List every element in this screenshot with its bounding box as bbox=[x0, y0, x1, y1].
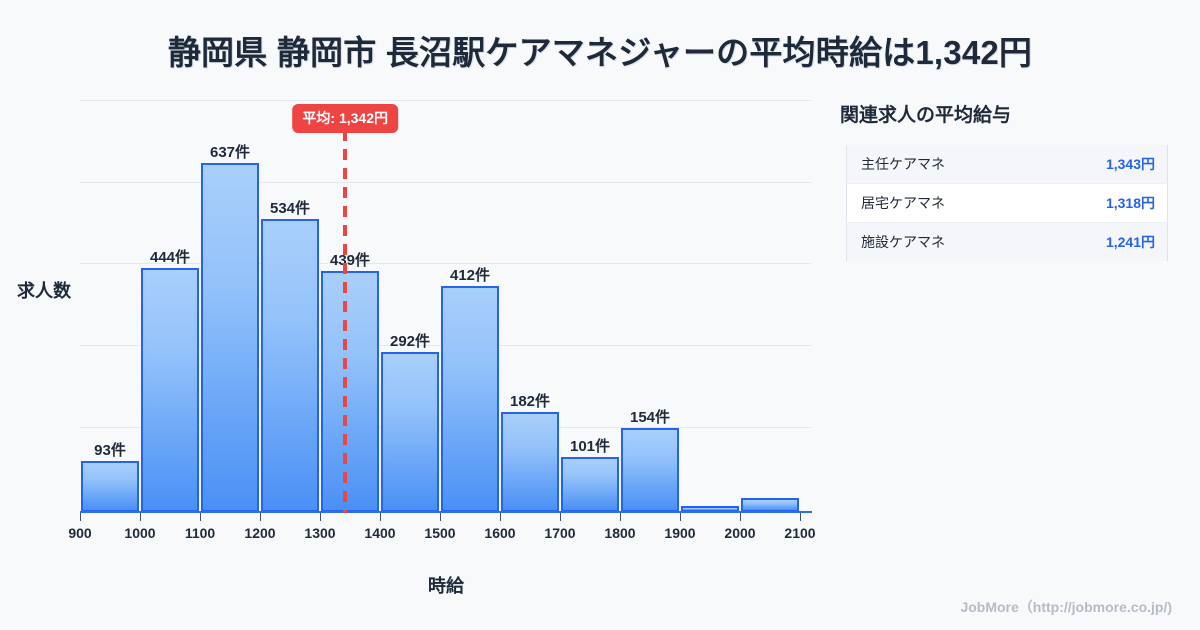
x-tick-mark bbox=[740, 513, 741, 521]
average-badge: 平均: 1,342円 bbox=[292, 104, 398, 133]
gridline bbox=[80, 100, 812, 101]
x-tick-label: 1400 bbox=[364, 525, 396, 541]
x-tick-label: 1800 bbox=[604, 525, 636, 541]
salary-row-label: 主任ケアマネ bbox=[846, 145, 1038, 184]
x-tick-label: 1600 bbox=[484, 525, 516, 541]
histogram-bar bbox=[141, 268, 199, 512]
histogram-bar bbox=[561, 456, 619, 512]
x-tick-label: 2100 bbox=[784, 525, 816, 541]
bar-value-label: 292件 bbox=[389, 332, 431, 350]
table-row: 主任ケアマネ 1,343円 bbox=[846, 145, 1168, 184]
bar-value-label: 154件 bbox=[629, 408, 671, 426]
x-tick-mark bbox=[620, 513, 621, 521]
x-tick-mark bbox=[260, 513, 261, 521]
gridline bbox=[80, 181, 812, 183]
salary-row-label: 居宅ケアマネ bbox=[846, 183, 1038, 223]
x-tick-label: 1500 bbox=[424, 525, 456, 541]
x-tick-mark bbox=[80, 513, 81, 521]
x-tick-mark bbox=[200, 513, 201, 521]
x-tick-mark bbox=[440, 513, 441, 521]
x-tick-label: 1900 bbox=[664, 525, 696, 541]
salary-row-label: 施設ケアマネ bbox=[861, 234, 945, 250]
salary-row-value: 1,343円 bbox=[1037, 145, 1168, 184]
bar-value-label: 534件 bbox=[269, 200, 311, 218]
histogram-bar bbox=[81, 461, 139, 512]
bar-value-label: 439件 bbox=[329, 252, 371, 270]
bar-value-label: 101件 bbox=[569, 437, 611, 455]
footer-credit: JobMore（http://jobmore.co.jp/) bbox=[960, 599, 1172, 615]
x-tick-label: 1200 bbox=[244, 525, 276, 541]
salary-row-value: 1,241円 bbox=[1105, 234, 1155, 250]
bar-value-label: 93件 bbox=[94, 441, 126, 459]
y-axis-title: 求人数 bbox=[17, 281, 71, 301]
table-row: 居宅ケアマネ 1,318円 bbox=[846, 183, 1168, 223]
histogram-bar bbox=[261, 219, 319, 512]
x-tick-mark bbox=[680, 513, 681, 521]
table-row: 施設ケアマネ 1,241円 bbox=[846, 222, 1168, 261]
bar-value-label: 412件 bbox=[449, 267, 491, 285]
bar-value-label: 182件 bbox=[509, 393, 551, 411]
plot-area bbox=[80, 100, 812, 512]
page-title: 静岡県 静岡市 長沼駅ケアマネジャーの平均時給は1,342円 bbox=[167, 34, 1033, 71]
histogram-bar bbox=[441, 286, 499, 512]
related-salary-table: 主任ケアマネ 1,343円 居宅ケアマネ 1,318円施設ケアマネ 1,241円 bbox=[846, 145, 1168, 261]
x-tick-mark bbox=[800, 513, 801, 521]
histogram-bar bbox=[381, 351, 439, 512]
x-tick-mark bbox=[500, 513, 501, 521]
x-tick-mark bbox=[140, 513, 141, 521]
histogram-bar bbox=[741, 497, 799, 512]
histogram-bar bbox=[681, 505, 739, 512]
histogram-bar bbox=[321, 271, 379, 512]
salary-row-value: 1,318円 bbox=[1037, 183, 1168, 223]
x-tick-label: 1700 bbox=[544, 525, 576, 541]
x-tick-label: 900 bbox=[68, 525, 92, 541]
x-axis-baseline bbox=[80, 511, 812, 513]
histogram-bar bbox=[621, 427, 679, 512]
gridline bbox=[80, 263, 812, 265]
histogram-bar bbox=[201, 162, 259, 512]
x-tick-label: 2000 bbox=[724, 525, 756, 541]
x-tick-mark bbox=[560, 513, 561, 521]
bar-value-label: 444件 bbox=[149, 249, 191, 267]
x-tick-mark bbox=[380, 513, 381, 521]
x-tick-mark bbox=[320, 513, 321, 521]
side-panel: 関連求人の平均給与 主任ケアマネ 1,343円 居宅ケアマネ 1,318円 施設ケアマネ… bbox=[838, 100, 1168, 261]
bar-value-label: 637件 bbox=[209, 143, 251, 161]
x-tick-label: 1300 bbox=[304, 525, 336, 541]
average-line-marker bbox=[343, 130, 348, 513]
histogram-bar bbox=[501, 412, 559, 512]
x-tick-label: 1100 bbox=[184, 525, 216, 541]
x-tick-label: 1000 bbox=[124, 525, 156, 541]
side-panel-heading: 関連求人の平均給与 bbox=[840, 105, 1012, 126]
x-axis-title: 時給 bbox=[428, 576, 464, 596]
